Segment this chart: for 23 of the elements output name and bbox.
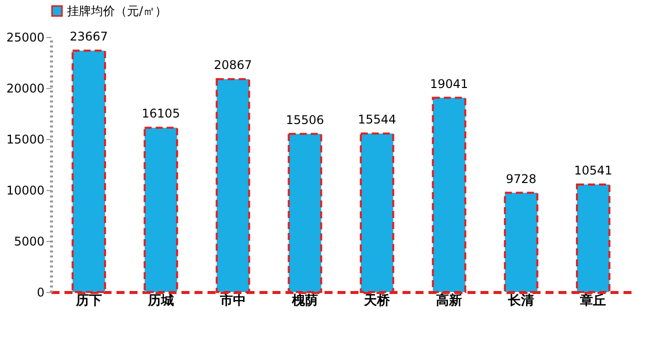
- y-tick-label: 25000: [6, 30, 44, 44]
- data-label: 19041: [430, 76, 468, 91]
- data-label: 10541: [574, 163, 612, 178]
- y-tick-label: 15000: [6, 132, 44, 146]
- data-label: 15544: [358, 112, 396, 126]
- x-tick-label: 章丘: [579, 292, 606, 308]
- y-tick-label: 0: [36, 286, 44, 300]
- data-label: 9728: [506, 172, 536, 186]
- y-tick-label: 20000: [6, 82, 44, 96]
- x-tick-label: 槐荫: [290, 292, 318, 308]
- legend-label: 挂牌均价（元/㎡）: [67, 4, 168, 18]
- x-tick-label: 高新: [436, 292, 462, 308]
- data-label: 20867: [214, 58, 252, 72]
- data-label: 15506: [286, 112, 324, 127]
- x-tick-label: 历城: [146, 294, 174, 308]
- x-tick-label: 历下: [74, 294, 102, 308]
- y-tick-label: 10000: [6, 184, 44, 198]
- y-tick-label: 5000: [14, 234, 44, 248]
- x-tick-label: 长清: [507, 294, 534, 308]
- x-tick-label: 天桥: [363, 294, 392, 308]
- data-label: 23667: [70, 30, 108, 44]
- x-tick-label: 市中: [218, 292, 246, 308]
- data-label: 16105: [142, 106, 180, 121]
